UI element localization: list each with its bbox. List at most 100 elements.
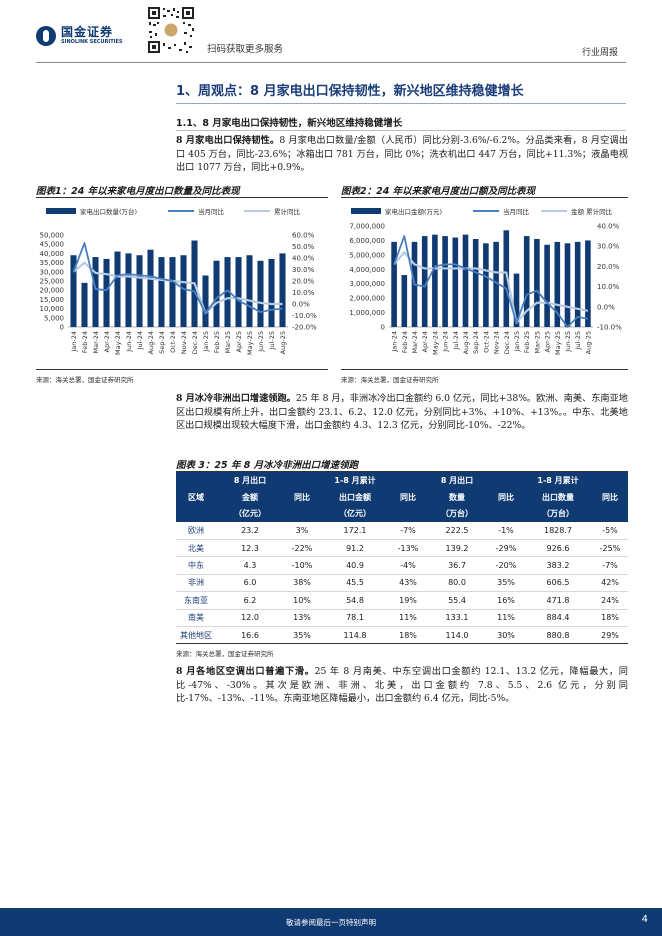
header-unit-4: （万台） xyxy=(524,505,592,523)
x-tick-label: Jan-24 xyxy=(70,331,78,353)
header-unit-1: （亿元） xyxy=(216,505,284,523)
x-tick-label: Apr-25 xyxy=(235,331,243,352)
header-amount: 金额 xyxy=(216,488,284,506)
table-cell: 42% xyxy=(592,574,628,593)
subsection-divider xyxy=(176,130,626,131)
table-cell: -7% xyxy=(390,522,426,540)
region-name-cell: 欧洲 xyxy=(176,522,216,540)
line-monthly-yoy xyxy=(72,242,283,315)
right-axis-tick: 30.0% xyxy=(292,266,315,274)
left-axis-tick: 50,000 xyxy=(40,232,65,240)
x-tick-label: Oct-24 xyxy=(482,331,490,353)
x-tick-label: Jul-25 xyxy=(574,331,582,350)
figure-2-top-rule xyxy=(341,197,628,198)
x-tick-label: Jun-25 xyxy=(257,331,265,353)
x-tick-label: Mar-25 xyxy=(224,331,232,353)
x-tick-label: Feb-25 xyxy=(523,331,531,353)
x-tick-label: Aug-24 xyxy=(462,331,470,354)
x-tick-label: Feb-25 xyxy=(213,331,221,353)
bar-Jun-24 xyxy=(125,253,132,327)
bar-Aug-24 xyxy=(462,234,469,327)
table-cell: 38% xyxy=(284,574,320,593)
header-unit-3: （万台） xyxy=(426,505,488,523)
left-axis-tick: 7,000,000 xyxy=(349,223,385,231)
x-tick-label: Sep-24 xyxy=(158,331,166,354)
bar-Sep-24 xyxy=(158,257,165,327)
x-tick-label: Mar-24 xyxy=(92,331,100,353)
x-tick-label: Feb-24 xyxy=(401,331,409,353)
x-tick-label: Nov-24 xyxy=(493,331,501,354)
bar-Aug-24 xyxy=(147,249,154,327)
figure-2-title: 图表2：24 年以来家电月度出口额及同比表现 xyxy=(341,186,536,197)
bar-Nov-24 xyxy=(180,255,187,327)
bar-Aug-25 xyxy=(585,240,591,327)
header-export-quantity: 出口数量 xyxy=(524,488,592,506)
bar-Mar-24 xyxy=(92,257,99,327)
left-axis-tick: 0 xyxy=(381,324,385,332)
x-tick-label: Oct-24 xyxy=(169,331,177,353)
x-tick-label: Jun-25 xyxy=(564,331,572,353)
x-tick-label: May-24 xyxy=(114,331,122,355)
table-3-title: 图表 3：25 年 8 月冰冷非洲出口增速领跑 xyxy=(176,460,359,471)
line-cumulative-yoy xyxy=(72,261,283,315)
bar-Jul-24 xyxy=(136,255,143,327)
table-3-bottom-rule xyxy=(176,643,628,644)
left-axis-tick: 4,000,000 xyxy=(349,266,385,274)
x-tick-label: May-25 xyxy=(554,331,562,355)
logo-en-text: SINOLINK SECURITIES xyxy=(61,39,123,45)
header-region: 区域 xyxy=(176,488,216,506)
chart-export-value: 家电出口金额(万元) 当月同比 金额 累计同比 7,000,000 6,000,000 5… xyxy=(349,207,622,355)
figure-2-source: 来源：海关总署，国金证券研究所 xyxy=(341,376,439,384)
x-tick-label: Nov-24 xyxy=(180,331,188,354)
line-cumulative-yoy xyxy=(393,251,589,325)
table-cell: 606.5 xyxy=(524,574,592,593)
table-cell: 11% xyxy=(488,609,524,627)
legend-monthly-label: 当月同比 xyxy=(198,207,225,216)
bar-May-25 xyxy=(554,241,561,327)
x-tick-label: Apr-24 xyxy=(103,331,111,352)
table-cell: 12.0 xyxy=(216,609,284,627)
right-axis-tick: -10.0% xyxy=(597,324,622,332)
x-tick-label: Feb-24 xyxy=(81,331,89,353)
left-axis-tick: 0 xyxy=(60,324,64,332)
x-tick-label: Aug-24 xyxy=(147,331,155,354)
bar-Sep-24 xyxy=(472,238,479,327)
right-axis-tick: 0.0% xyxy=(597,303,615,311)
page-header: 国金证券 SINOLINK SECURITIES 扫码获取更多服务 行业周报 xyxy=(0,0,662,63)
bar-Oct-24 xyxy=(483,243,489,327)
table-cell: 18% xyxy=(592,609,628,627)
table-cell: 35% xyxy=(488,574,524,593)
x-tick-label: Mar-25 xyxy=(533,331,541,353)
x-tick-label: Aug-25 xyxy=(279,331,287,354)
footer-disclaimer[interactable]: 敬请参阅最后一页特别声明 xyxy=(286,918,376,927)
bar-Apr-24 xyxy=(421,236,428,327)
table-cell: 16% xyxy=(488,591,524,610)
table-cell: -13% xyxy=(390,539,426,558)
scan-prompt: 扫码获取更多服务 xyxy=(207,44,284,55)
table-cell: -20% xyxy=(488,556,524,575)
paragraph-3-lead: 8 月各地区空调出口普遍下滑。 xyxy=(176,666,315,677)
paragraph-2: 8 月冰冷非洲出口增速领跑。25 年 8 月，非洲冰冷出口金额约 6.0 亿元，… xyxy=(176,392,628,433)
table-cell: -4% xyxy=(390,556,426,575)
bar-Apr-24 xyxy=(103,258,110,327)
bar-Jun-25 xyxy=(257,260,264,327)
table-cell: -22% xyxy=(284,539,320,558)
header-group-aug-volume: 8 月出口 xyxy=(426,472,488,489)
bar-Feb-24 xyxy=(81,282,88,327)
qr-code-icon[interactable] xyxy=(146,5,196,55)
header-quantity: 数量 xyxy=(426,488,488,506)
header-yoy-3: 同比 xyxy=(488,488,524,506)
paragraph-3: 8 月各地区空调出口普遍下滑。25 年 8 月南美、中东空调出口金额约 12.1… xyxy=(176,665,628,706)
bar-Jul-25 xyxy=(574,241,581,327)
right-axis-tick: -20.0% xyxy=(292,324,317,332)
header-unit-2: （亿元） xyxy=(320,505,390,523)
table-cell: 884.4 xyxy=(524,609,592,627)
page-number: 4 xyxy=(641,914,648,925)
right-axis-tick: 60.0% xyxy=(292,232,315,240)
page-footer: 敬请参阅最后一页特别声明 4 xyxy=(0,908,662,936)
table-cell: 139.2 xyxy=(426,539,488,558)
logo-mark-icon xyxy=(36,26,56,46)
table-cell: 45.5 xyxy=(320,574,390,593)
subsection-title: 1.1、8 月家电出口保持韧性，新兴地区维持稳健增长 xyxy=(176,118,403,129)
x-tick-label: Jan-25 xyxy=(513,331,521,353)
